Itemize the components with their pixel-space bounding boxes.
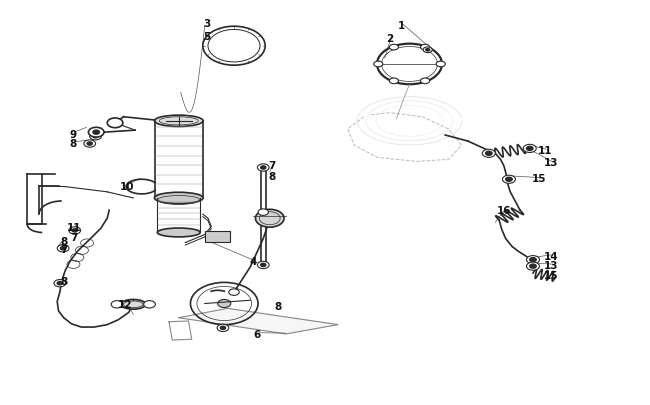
Text: 10: 10 [120,181,134,191]
Circle shape [111,301,123,308]
Text: 11: 11 [538,146,552,156]
Circle shape [506,178,512,182]
Text: 8: 8 [274,301,282,311]
Text: 2: 2 [386,34,394,43]
Circle shape [60,247,66,250]
Circle shape [229,289,239,296]
Circle shape [523,145,536,153]
Circle shape [144,301,155,308]
Circle shape [258,209,268,216]
Text: 7: 7 [70,232,78,242]
Circle shape [389,79,398,85]
Circle shape [72,229,77,232]
Text: 5: 5 [203,32,211,41]
Ellipse shape [124,301,143,308]
Circle shape [257,164,269,172]
Text: 15: 15 [544,271,558,280]
Text: 16: 16 [497,206,511,215]
Circle shape [526,147,533,151]
Ellipse shape [155,116,203,127]
Circle shape [87,143,92,146]
Circle shape [218,300,231,308]
Text: 4: 4 [250,256,257,266]
Text: 8: 8 [268,171,276,181]
Circle shape [526,262,539,271]
Circle shape [217,324,229,332]
Circle shape [93,135,98,139]
Text: 9: 9 [70,130,76,139]
Circle shape [426,49,430,52]
Circle shape [84,141,96,148]
Circle shape [220,326,226,330]
Circle shape [389,45,398,51]
Circle shape [530,264,536,269]
Circle shape [88,128,104,138]
Circle shape [261,166,266,170]
Circle shape [423,48,432,53]
Circle shape [54,280,66,287]
Text: 14: 14 [544,251,558,261]
Circle shape [486,152,492,156]
Text: 12: 12 [118,300,132,309]
Text: 8: 8 [60,236,68,246]
Text: 13: 13 [544,260,558,270]
Text: 8: 8 [69,139,77,149]
Text: 8: 8 [60,277,68,286]
Circle shape [90,133,101,141]
Ellipse shape [155,193,203,204]
Circle shape [93,131,99,135]
Text: 15: 15 [532,174,547,184]
Circle shape [436,62,445,68]
Circle shape [421,79,430,85]
Circle shape [526,256,539,264]
Circle shape [57,282,62,285]
Circle shape [261,264,266,267]
Text: 7: 7 [268,161,276,171]
Circle shape [257,262,269,269]
Circle shape [502,176,515,184]
Text: 3: 3 [203,19,211,29]
Text: 7: 7 [60,244,68,254]
Circle shape [530,258,536,262]
Text: 11: 11 [67,223,81,232]
Circle shape [107,119,123,128]
Circle shape [421,45,430,51]
Text: 13: 13 [544,158,558,168]
Text: 6: 6 [253,329,261,339]
Circle shape [482,150,495,158]
Bar [205,231,230,243]
Ellipse shape [121,300,146,309]
Ellipse shape [157,228,200,237]
Text: 1: 1 [398,21,406,31]
Circle shape [57,245,69,252]
Circle shape [69,227,81,234]
Polygon shape [179,309,338,334]
Circle shape [374,62,383,68]
Circle shape [255,210,284,228]
